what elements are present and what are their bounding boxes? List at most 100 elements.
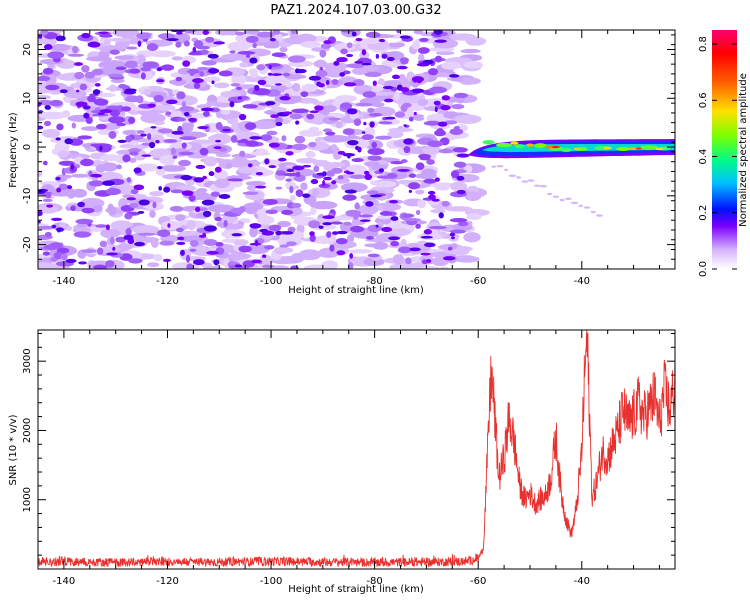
heatmap-noise-cell-mid	[176, 227, 184, 233]
heatmap-noise-cell-mid	[300, 91, 309, 98]
heatmap-noise-cell-dark	[363, 121, 367, 126]
heatmap-noise-cell-dark	[323, 176, 332, 181]
signal-hotspot	[640, 145, 659, 150]
heatmap-noise-cell-mid	[245, 140, 259, 147]
heatmap-noise-cell-dark	[138, 199, 150, 206]
heatmap-noise-cell-mid	[390, 240, 400, 247]
heatmap-noise-cell-dark	[249, 136, 262, 140]
heatmap-noise-cell-mid	[188, 52, 204, 56]
heatmap-noise-cell	[387, 130, 404, 139]
heatmap-noise-cell	[48, 187, 76, 197]
heatmap-noise-cell-mid	[99, 240, 108, 248]
heatmap-noise-cell-mid	[58, 183, 69, 190]
heatmap-noise-cell-dark	[38, 189, 46, 195]
heatmap-noise-cell-mid	[218, 70, 233, 77]
heatmap-noise-cell-dark	[148, 141, 156, 149]
heatmap-noise-cell	[38, 204, 59, 214]
heatmap-noise-cell-mid	[398, 246, 412, 254]
heatmap-noise-cell-mid	[279, 244, 290, 248]
heatmap-noise-cell-dark	[124, 234, 134, 240]
heatmap-noise-cell-dark	[141, 154, 152, 157]
heatmap-noise-cell-mid	[423, 178, 437, 184]
heatmap-noise-cell	[429, 182, 455, 188]
signal-hotspot	[560, 147, 573, 152]
heatmap-noise-cell-mid	[336, 237, 348, 245]
heatmap-noise-cell	[449, 33, 477, 41]
heatmap-noise-cell-dark	[163, 186, 171, 193]
heatmap-noise-cell-mid	[308, 141, 317, 148]
heatmap-noise-cell-dark	[43, 44, 53, 51]
heatmap-noise-cell-mid	[88, 180, 104, 187]
heatmap-noise-cell	[112, 30, 140, 38]
heatmap-noise-cell-mid	[214, 216, 222, 222]
heatmap-noise-cell	[245, 180, 266, 186]
heatmap-noise-cell-dark	[78, 261, 87, 265]
colorbar-tick-label: 0.0	[698, 261, 709, 277]
heatmap-noise-cell-dark	[133, 167, 142, 174]
heatmap-noise-cell-mid	[60, 253, 68, 261]
heatmap-noise-cell-dark	[211, 80, 215, 85]
heatmap-noise-cell	[333, 177, 351, 184]
heatmap-noise-cell-dark	[434, 39, 447, 43]
heatmap-noise-cell-mid	[44, 231, 52, 238]
heatmap-noise-cell-mid	[355, 102, 373, 107]
heatmap-noise-cell-dark	[180, 174, 192, 181]
heatmap-noise-cell-dark	[268, 65, 272, 70]
heatmap-noise-cell-dark	[157, 166, 163, 170]
heatmap-noise-cell-dark	[372, 80, 377, 86]
heatmap-noise-cell-mid	[368, 112, 383, 117]
heatmap-noise-cell-mid	[107, 73, 124, 78]
heatmap-noise-cell-mid	[105, 260, 115, 268]
heatmap-noise-cell	[363, 37, 383, 45]
heatmap-noise-cell-dark	[295, 68, 300, 74]
heatmap-noise-cell-dark	[438, 212, 444, 219]
heatmap-noise-cell	[100, 155, 109, 160]
heatmap-noise-cell-mid	[105, 187, 121, 196]
heatmap-noise-cell-dark	[274, 83, 282, 86]
heatmap-noise-cell	[374, 180, 397, 188]
heatmap-noise-cell	[172, 79, 186, 86]
heatmap-noise-cell-mid	[169, 205, 184, 212]
heatmap-noise-cell-mid	[365, 31, 381, 38]
heatmap-noise-cell-dark	[448, 74, 460, 78]
heatmap-noise-cell-dark	[336, 250, 346, 256]
heatmap-noise-cell-dark	[99, 109, 113, 114]
heatmap-noise-cell-mid	[47, 51, 65, 59]
heatmap-noise-cell-dark	[202, 210, 212, 218]
heatmap-noise-cell-dark	[440, 104, 451, 111]
heatmap-noise-cell-dark	[213, 259, 220, 266]
heatmap-noise-cell-dark	[257, 79, 267, 85]
heatmap-noise-cell-mid	[125, 228, 132, 236]
heatmap-noise-cell-dark	[102, 180, 115, 186]
heatmap-noise-cell	[295, 157, 318, 164]
heatmap-noise-cell	[357, 66, 380, 72]
heatmap-noise-cell-dark	[213, 41, 226, 45]
heatmap-noise-cell-mid	[189, 248, 197, 252]
heatmap-noise-cell-mid	[71, 122, 76, 129]
heatmap-faint-cell	[552, 195, 560, 198]
heatmap-noise-cell-mid	[244, 122, 257, 130]
heatmap-noise-cell-dark	[323, 40, 332, 45]
heatmap-noise-cell-mid	[441, 200, 450, 207]
heatmap-noise-cell-dark	[434, 106, 438, 113]
heatmap-noise-cell-dark	[385, 116, 396, 120]
spectrogram-frame	[37, 29, 676, 270]
heatmap-noise-cell-mid	[444, 120, 458, 125]
heatmap-noise-cell-mid	[96, 123, 107, 130]
snr-ytick-label: 2000	[22, 418, 33, 443]
heatmap-noise-cell-mid	[234, 31, 245, 36]
heatmap-noise-cell	[393, 92, 400, 101]
heatmap-noise-cell-dark	[133, 184, 145, 191]
heatmap-noise-cell-mid	[438, 148, 453, 154]
heatmap-noise-cell	[422, 145, 442, 155]
heatmap-noise-cell-mid	[190, 240, 199, 247]
heatmap-noise-cell	[148, 50, 176, 58]
heatmap-noise-cell-dark	[275, 121, 283, 127]
heatmap-noise-cell-dark	[188, 117, 197, 122]
heatmap-noise-cell-dark	[411, 88, 425, 94]
heatmap-noise-cell-dark	[97, 112, 105, 115]
heatmap-noise-cell-dark	[38, 210, 43, 217]
heatmap-noise-cell-dark	[38, 220, 41, 224]
heatmap-noise-cell-dark	[162, 258, 171, 263]
heatmap-noise-cell-mid	[197, 66, 209, 71]
